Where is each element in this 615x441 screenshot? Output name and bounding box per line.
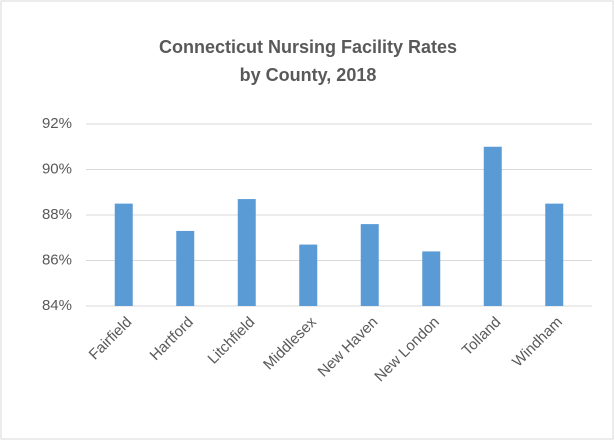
- bar: [545, 203, 564, 306]
- bar: [483, 146, 502, 306]
- bar: [237, 199, 256, 306]
- y-tick-label: 84%: [42, 297, 72, 314]
- y-tick-label: 88%: [42, 206, 72, 223]
- y-tick-label: 86%: [42, 251, 72, 268]
- bar: [114, 203, 133, 306]
- chart-title: Connecticut Nursing Facility Rates: [159, 37, 457, 57]
- chart-title: by County, 2018: [240, 65, 377, 85]
- bar: [422, 251, 441, 306]
- bar: [176, 230, 195, 306]
- bar: [299, 244, 318, 306]
- bar: [360, 224, 379, 306]
- y-tick-label: 92%: [42, 115, 72, 132]
- y-tick-label: 90%: [42, 160, 72, 177]
